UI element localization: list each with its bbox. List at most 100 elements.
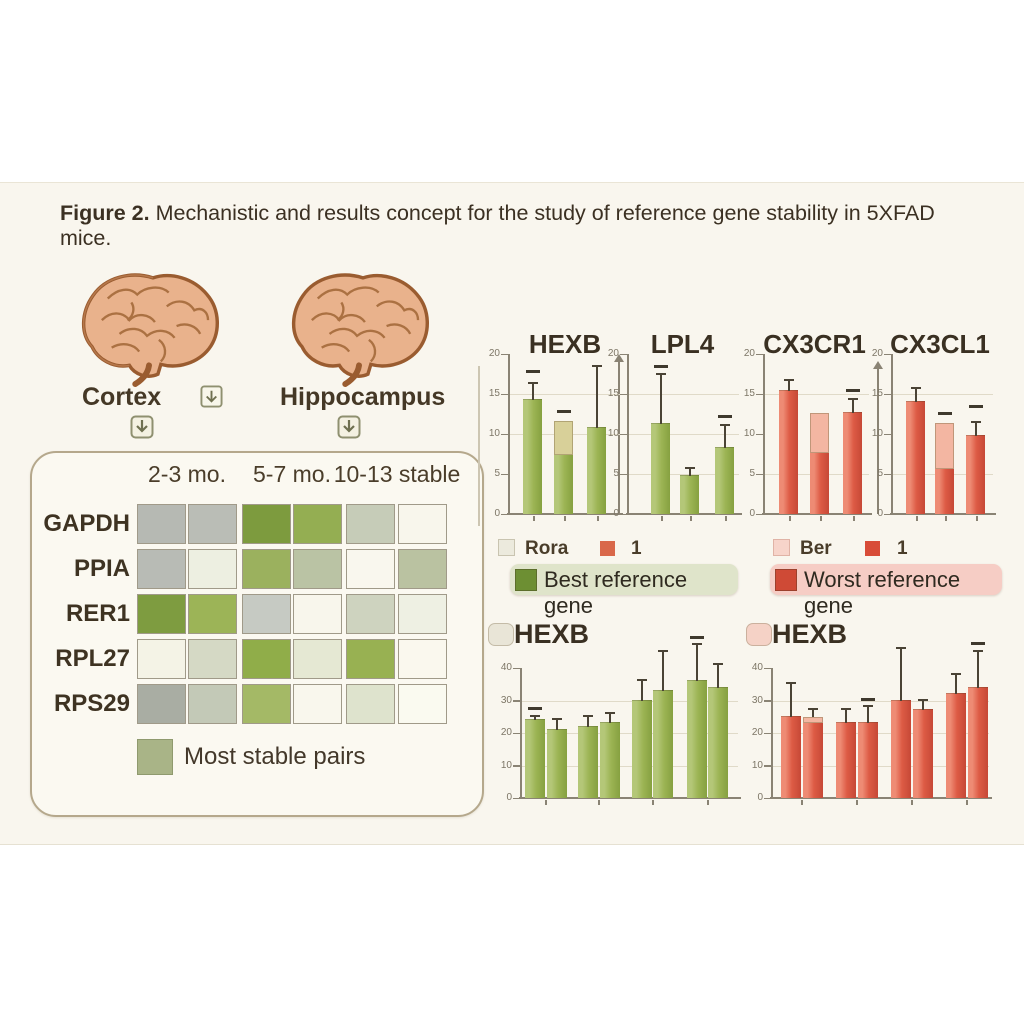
y-tick bbox=[756, 473, 763, 475]
x-tick bbox=[563, 516, 566, 521]
x-axis bbox=[770, 797, 992, 799]
heatmap-cell bbox=[398, 593, 447, 634]
significance-dash bbox=[690, 635, 704, 639]
error-bar bbox=[845, 710, 847, 724]
error-bar-cap bbox=[658, 649, 668, 652]
significance-dash bbox=[937, 411, 952, 415]
error-bar-cap bbox=[863, 705, 873, 707]
y-tick-label: 20 bbox=[871, 348, 883, 359]
arrow-down-box-icon bbox=[337, 415, 361, 439]
heatmap-cell bbox=[137, 548, 186, 589]
error-bar bbox=[556, 720, 558, 730]
significance-dash bbox=[845, 389, 860, 393]
y-tick-label: 10 bbox=[743, 428, 755, 439]
significance-dash bbox=[528, 707, 542, 711]
heatmap-col-header: 10-13 stable bbox=[333, 461, 461, 487]
x-tick bbox=[598, 800, 600, 805]
error-bar-cap bbox=[847, 398, 858, 401]
y-tick-label: 10 bbox=[500, 759, 512, 771]
bar-cap bbox=[803, 716, 823, 724]
y-tick bbox=[513, 765, 520, 767]
significance-dash bbox=[556, 410, 571, 414]
bar-chart-hexb-best: 40 30 20 10 0 bbox=[501, 635, 741, 805]
y-axis bbox=[520, 668, 522, 798]
y-tick bbox=[620, 433, 627, 435]
bar bbox=[715, 447, 734, 514]
figure-panel: Figure 2. Mechanistic and results concep… bbox=[0, 182, 1024, 845]
error-bar bbox=[977, 651, 979, 688]
bar-chart-cx3cr1: 20 15 10 5 0 bbox=[744, 348, 872, 521]
heatmap-cell bbox=[137, 504, 186, 544]
x-tick bbox=[545, 800, 547, 805]
y-tick bbox=[764, 667, 771, 669]
x-tick bbox=[596, 516, 599, 521]
heatmap-cell bbox=[137, 593, 186, 634]
bar-chart-hexb-cortex: 20 15 10 5 0 bbox=[489, 348, 623, 521]
y-tick-label: 15 bbox=[871, 388, 883, 399]
heatmap-row-label: PPIA bbox=[73, 554, 130, 582]
heatmap-cell bbox=[398, 683, 447, 724]
error-bar-cap bbox=[970, 420, 981, 423]
gridline bbox=[510, 394, 620, 395]
bar bbox=[968, 686, 988, 798]
x-tick bbox=[915, 516, 918, 521]
error-bar bbox=[609, 713, 611, 724]
x-axis bbox=[890, 513, 996, 515]
y-tick bbox=[501, 513, 508, 515]
figure-caption: Figure 2. Mechanistic and results concep… bbox=[60, 201, 980, 251]
y-tick-label: 5 bbox=[494, 468, 500, 479]
y-tick bbox=[756, 353, 763, 355]
y-tick bbox=[764, 732, 771, 734]
error-bar bbox=[723, 426, 726, 449]
heatmap-cell bbox=[293, 593, 342, 634]
y-tick-label: 20 bbox=[751, 727, 763, 738]
y-tick-label: 0 bbox=[749, 508, 755, 519]
error-bar bbox=[662, 651, 664, 691]
region-label-cortex: Cortex bbox=[82, 383, 162, 411]
significance-dash bbox=[525, 370, 540, 374]
y-tick-label: 20 bbox=[607, 348, 619, 359]
gridline bbox=[629, 434, 739, 435]
error-bar-cap bbox=[951, 672, 961, 675]
chart-title-lpl4: LPL4 bbox=[650, 329, 715, 359]
figure-caption-text: Mechanistic and results concept for the … bbox=[60, 201, 935, 250]
heatmap-row-label: RER1 bbox=[65, 599, 130, 627]
gridline bbox=[773, 733, 989, 734]
legend-swatch bbox=[498, 539, 515, 556]
error-bar bbox=[790, 684, 792, 717]
legend-swatch bbox=[865, 541, 880, 556]
y-tick-label: 0 bbox=[613, 508, 619, 519]
y-tick bbox=[513, 732, 520, 734]
x-tick bbox=[856, 800, 858, 805]
most-stable-swatch bbox=[137, 739, 173, 775]
heatmap-row-label: GAPDH bbox=[43, 510, 130, 537]
heatmap-cell bbox=[187, 638, 237, 679]
x-tick bbox=[819, 516, 822, 521]
y-tick-label: 0 bbox=[506, 792, 512, 803]
y-axis bbox=[508, 354, 510, 514]
gridline bbox=[522, 733, 738, 734]
error-bar bbox=[974, 422, 977, 436]
heatmap-cell bbox=[346, 593, 395, 634]
y-tick bbox=[501, 473, 508, 475]
bar-cap bbox=[810, 413, 829, 454]
y-tick-label: 5 bbox=[749, 468, 755, 479]
error-bar-cap bbox=[605, 711, 615, 714]
x-tick bbox=[966, 800, 968, 805]
error-bar-cap bbox=[527, 382, 538, 385]
error-bar bbox=[900, 648, 902, 701]
error-bar-cap bbox=[591, 364, 602, 367]
y-axis bbox=[627, 354, 629, 514]
legend-swatch bbox=[600, 541, 615, 556]
bar bbox=[781, 715, 801, 798]
bar bbox=[966, 434, 985, 514]
heatmap-cell bbox=[242, 548, 291, 589]
y-tick bbox=[620, 473, 627, 475]
x-tick bbox=[660, 516, 663, 521]
error-bar-cap bbox=[918, 698, 928, 701]
bar bbox=[946, 693, 966, 798]
heatmap-cell bbox=[398, 638, 447, 679]
heatmap-cell bbox=[398, 504, 447, 544]
y-tick-label: 15 bbox=[488, 388, 500, 399]
error-bar-cap bbox=[973, 649, 983, 652]
